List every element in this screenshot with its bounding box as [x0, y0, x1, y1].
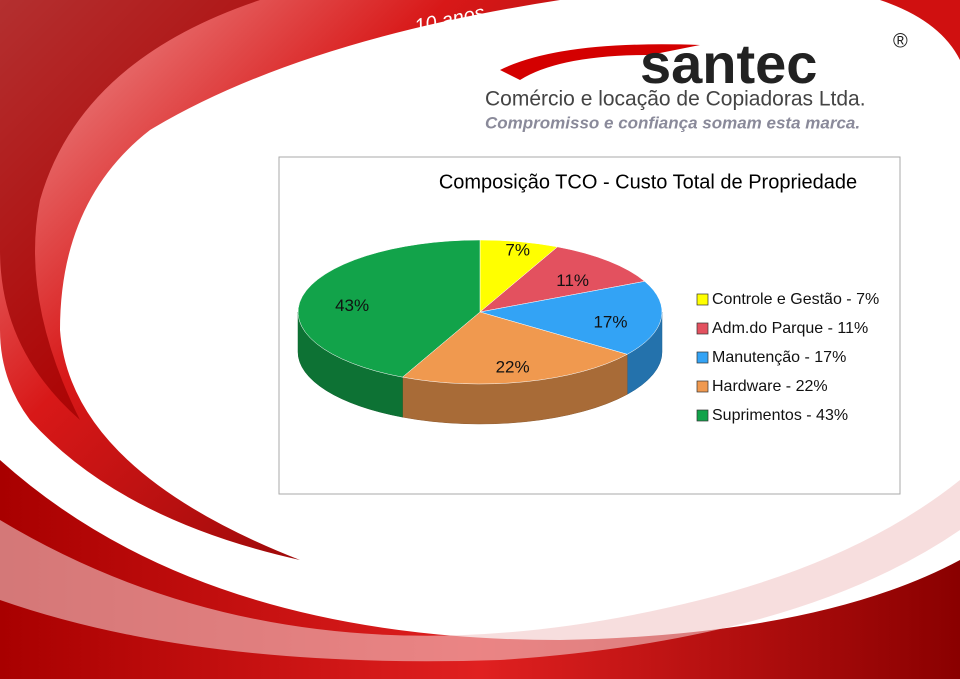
legend-label: Adm.do Parque - 11% — [712, 320, 868, 337]
legend-label: Manutenção - 17% — [712, 349, 846, 366]
swirl — [0, 0, 260, 420]
registered-mark: ® — [893, 30, 908, 52]
data-label: 17% — [593, 312, 627, 331]
data-label: 43% — [335, 296, 369, 315]
slice — [479, 281, 663, 355]
logo-swoosh — [500, 44, 700, 80]
data-label: 22% — [496, 358, 530, 377]
legend-swatch — [696, 409, 709, 422]
swirl — [880, 0, 960, 60]
logo: santec — [640, 32, 817, 95]
slice — [479, 246, 646, 313]
data-label: 11% — [556, 271, 589, 290]
data-label: 7% — [505, 241, 530, 260]
tagline: Comércio e locação de Copiadoras Ltda. — [485, 88, 866, 111]
legend-swatch — [696, 293, 709, 306]
legend-swatch — [696, 322, 709, 335]
legend-swatch — [696, 380, 709, 393]
chart-title: Composição TCO - Custo Total de Propried… — [439, 171, 857, 193]
chart: 7% 11% 17% 22% 43% Controle e Gestão - 7% Adm.… — [297, 239, 879, 425]
legend-swatch — [696, 351, 709, 364]
legend-label: Hardware - 22% — [712, 378, 828, 395]
swirl — [0, 480, 960, 662]
slice — [297, 239, 481, 378]
slogan: Compromisso e confiança somam esta marca… — [485, 113, 860, 132]
legend-label: Suprimentos - 43% — [712, 407, 848, 424]
legend-label: Controle e Gestão - 7% — [712, 291, 879, 308]
